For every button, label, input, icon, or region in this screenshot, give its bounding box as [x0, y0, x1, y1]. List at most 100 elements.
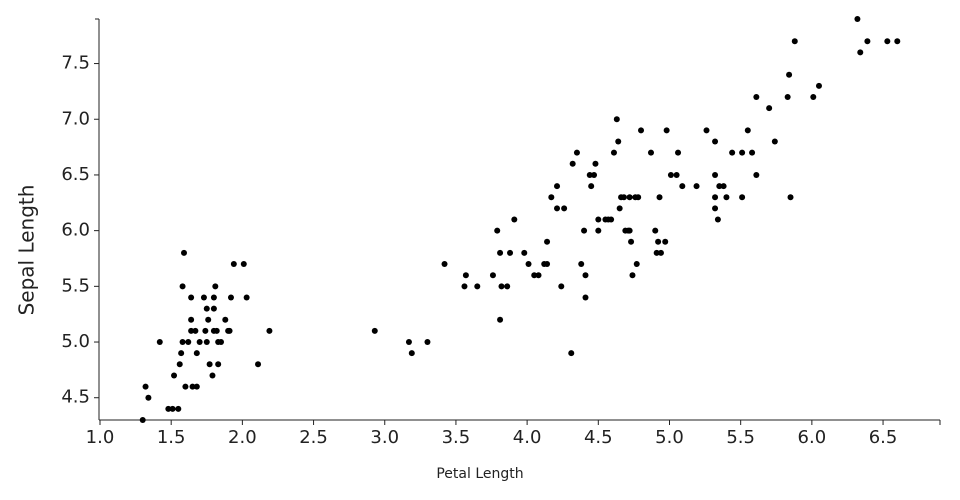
point [206, 361, 213, 368]
point [156, 339, 163, 346]
point [544, 261, 551, 268]
point [266, 327, 273, 334]
point [723, 194, 730, 201]
point [188, 327, 195, 334]
point [227, 294, 234, 301]
point [181, 249, 187, 256]
point [712, 138, 719, 145]
point [554, 183, 561, 190]
point [693, 183, 700, 190]
point [712, 194, 719, 201]
x-tick-label: 1.0 [86, 427, 115, 448]
point [675, 149, 682, 156]
point [568, 350, 575, 357]
point [582, 272, 589, 279]
point [720, 183, 727, 190]
point [205, 316, 212, 323]
point [548, 194, 555, 201]
point [507, 249, 514, 256]
point [662, 238, 669, 245]
x-tick-label: 5.0 [655, 427, 684, 448]
point [212, 283, 219, 290]
point [240, 261, 247, 268]
point [202, 327, 209, 334]
point [615, 138, 622, 145]
point [145, 394, 152, 401]
point [193, 383, 200, 390]
point [209, 372, 216, 379]
point [169, 405, 176, 412]
point [591, 171, 598, 178]
point [608, 216, 615, 223]
point [558, 283, 565, 290]
point [371, 327, 378, 334]
point [815, 82, 822, 89]
point [222, 316, 229, 323]
point [655, 238, 662, 245]
point [854, 16, 861, 22]
point [588, 183, 595, 190]
point [408, 350, 415, 357]
x-tick-label: 4.5 [584, 427, 613, 448]
x-tick-label: 6.0 [798, 427, 827, 448]
point [230, 261, 237, 268]
point [424, 339, 431, 346]
point [657, 249, 664, 256]
point [405, 339, 412, 346]
point [857, 49, 864, 56]
y-tick-label: 5.0 [61, 331, 90, 352]
point [171, 372, 178, 379]
point [753, 93, 760, 100]
point [192, 327, 199, 334]
point [179, 339, 186, 346]
point [620, 194, 627, 201]
point [193, 350, 200, 357]
point [544, 238, 551, 245]
x-tick-label: 3.5 [442, 427, 471, 448]
y-tick-label: 6.5 [61, 164, 90, 185]
point [739, 149, 746, 156]
point [165, 405, 172, 412]
point [653, 249, 660, 256]
point [511, 216, 518, 223]
point [139, 417, 146, 423]
point [647, 149, 654, 156]
point [628, 238, 635, 245]
point [441, 261, 448, 268]
point [243, 294, 250, 301]
point [810, 93, 817, 100]
point [592, 160, 599, 167]
point [189, 383, 196, 390]
point [791, 38, 798, 45]
x-tick-label: 1.5 [157, 427, 186, 448]
point [203, 305, 210, 312]
point [582, 294, 589, 301]
point [525, 261, 532, 268]
x-axis-title: Petal Length [436, 466, 523, 482]
x-tick-label: 4.0 [513, 427, 542, 448]
point [497, 249, 504, 256]
point [196, 339, 203, 346]
point [749, 149, 756, 156]
point [673, 171, 680, 178]
point [633, 261, 640, 268]
x-tick-label: 5.5 [726, 427, 755, 448]
point [616, 205, 623, 212]
point [884, 38, 891, 45]
point [712, 171, 719, 178]
point [535, 272, 542, 279]
point [179, 283, 186, 290]
point [474, 283, 481, 290]
point [784, 93, 791, 100]
point [182, 383, 189, 390]
point [178, 350, 185, 357]
point [497, 316, 504, 323]
x-tick-label: 6.5 [869, 427, 898, 448]
point [142, 383, 149, 390]
point [461, 283, 468, 290]
point [656, 194, 663, 201]
y-axis-title: Sepal Length [15, 185, 39, 316]
point [203, 339, 210, 346]
point [766, 105, 773, 112]
point [498, 283, 505, 290]
